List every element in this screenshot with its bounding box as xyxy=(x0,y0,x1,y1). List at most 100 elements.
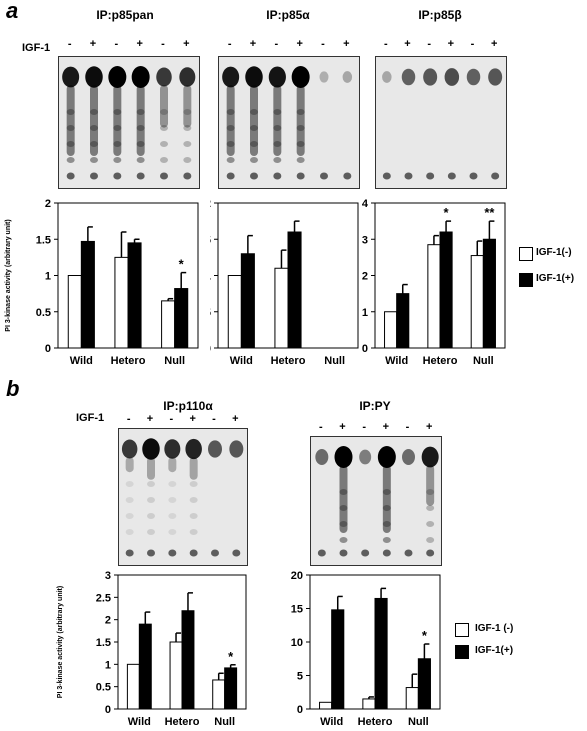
top-spot xyxy=(268,66,286,88)
blot-title-p85alpha: IP:p85α xyxy=(266,8,310,22)
bar-minus xyxy=(362,698,376,710)
legend-label-plus: IGF-1(+) xyxy=(536,273,575,284)
band-spot xyxy=(168,513,177,519)
y-axis-label: PI 3-kinase activity (arbitrary unit) xyxy=(5,219,12,331)
lane-signs-p85pan: - + - + - + xyxy=(58,38,198,52)
legend-b-label-minus: IGF-1 (-) xyxy=(475,623,514,634)
band-spot xyxy=(113,109,122,115)
bar-minus xyxy=(274,267,289,349)
bar-minus xyxy=(427,244,441,349)
lane-streak xyxy=(160,85,168,128)
blot-p110alpha xyxy=(118,428,248,566)
lane-sign: - xyxy=(126,413,131,425)
x-category-label: Wild xyxy=(128,716,151,728)
significance-marker: * xyxy=(179,257,185,272)
origin-spot xyxy=(382,172,391,180)
bar-minus xyxy=(405,687,419,710)
lane-sign: + xyxy=(490,38,498,50)
band-spot xyxy=(296,141,305,147)
y-tick-label: 0 xyxy=(210,343,211,355)
origin-spot xyxy=(189,549,198,557)
band-spot xyxy=(160,109,168,115)
panel-a-label: a xyxy=(6,0,19,23)
lane-streak xyxy=(226,85,235,156)
band-spot xyxy=(113,125,122,131)
x-category-label: Null xyxy=(473,355,494,367)
y-tick-label: 2 xyxy=(45,198,51,210)
lane-sign: - xyxy=(227,38,232,50)
chart-p110alpha: 0 0.5 1 1.5 2 2.5 3 Wild Hetero Null * PI 3-kinase … xyxy=(57,570,247,728)
top-spot xyxy=(423,68,438,86)
y-tick-label: 1 xyxy=(362,307,368,319)
igf-label-b: IGF-1 xyxy=(76,412,105,424)
bar-plus xyxy=(224,667,238,710)
band-spot xyxy=(66,141,75,147)
lane-sign: - xyxy=(321,38,325,50)
origin-spot xyxy=(343,172,352,180)
top-spot xyxy=(131,66,150,88)
band-spot xyxy=(125,513,134,519)
y-tick-label: 10 xyxy=(291,637,303,649)
origin-spot xyxy=(250,172,258,180)
origin-spot xyxy=(113,172,122,180)
significance-marker: * xyxy=(422,628,428,643)
lane-sign: + xyxy=(136,38,143,50)
band-spot xyxy=(250,109,258,115)
x-category-label: Wild xyxy=(320,716,343,728)
band-spot xyxy=(125,529,134,535)
band-spot xyxy=(273,141,282,147)
lane-signs-py: - + - + - + xyxy=(310,421,440,435)
top-spot xyxy=(401,68,416,86)
band-spot xyxy=(113,141,122,147)
lane-streak xyxy=(296,85,305,156)
band-spot xyxy=(136,141,145,147)
origin-spot xyxy=(66,172,75,180)
lane-sign: + xyxy=(232,413,239,425)
origin-spot xyxy=(339,549,348,557)
origin-spot xyxy=(382,549,391,557)
top-spot xyxy=(62,66,80,88)
x-category-label: Null xyxy=(164,355,185,367)
bar-minus xyxy=(161,300,176,349)
blot-title-p85pan: IP:p85pan xyxy=(96,8,154,22)
top-spot xyxy=(164,439,181,459)
band-spot xyxy=(250,125,258,131)
y-tick-label: 2 xyxy=(210,198,211,210)
band-spot xyxy=(168,481,177,487)
top-spot xyxy=(291,66,310,88)
band-spot xyxy=(136,109,145,115)
origin-spot xyxy=(469,172,478,180)
bar-plus xyxy=(138,623,152,710)
x-category-label: Wild xyxy=(385,355,408,367)
lane-signs-p85alpha: - + - + - + xyxy=(218,38,358,52)
band-spot xyxy=(147,497,155,503)
x-category-label: Hetero xyxy=(423,355,458,367)
lane-streak xyxy=(147,457,155,480)
lane-streak xyxy=(136,85,145,156)
lane-streak xyxy=(339,465,348,533)
band-spot xyxy=(189,513,198,519)
y-tick-label: 1.5 xyxy=(210,234,211,246)
band-spot xyxy=(147,481,155,487)
band-spot xyxy=(147,513,155,519)
band-spot xyxy=(189,481,198,487)
legend-swatch-plus xyxy=(519,273,533,287)
y-tick-label: 2 xyxy=(362,271,368,283)
bar-plus xyxy=(417,658,431,710)
lane-streak xyxy=(113,85,122,156)
top-spot xyxy=(185,438,202,460)
x-category-label: Wild xyxy=(70,355,93,367)
band-spot xyxy=(90,141,98,147)
band-spot xyxy=(296,109,305,115)
lane-sign: - xyxy=(114,38,119,50)
origin-spot xyxy=(136,172,145,180)
top-spot xyxy=(402,449,415,465)
panel-b-label: b xyxy=(6,376,20,401)
band-spot xyxy=(226,157,235,163)
top-spot xyxy=(315,449,329,465)
y-tick-label: 1.5 xyxy=(96,637,111,649)
lane-sign: + xyxy=(382,421,390,433)
top-spot xyxy=(444,68,460,86)
band-spot xyxy=(66,125,75,131)
origin-spot xyxy=(426,549,435,557)
